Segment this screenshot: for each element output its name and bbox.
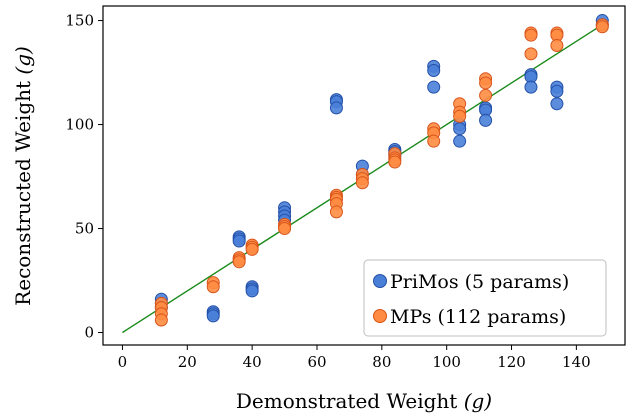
point-series-1-11 <box>245 242 259 256</box>
point-series-1-34 <box>479 76 493 90</box>
legend: PriMos (5 params) MPs (112 params) <box>363 259 607 337</box>
point-series-1-29 <box>427 134 441 148</box>
data-points-layer <box>154 14 609 327</box>
point-series-1-32 <box>453 109 467 123</box>
x-axis-title: Demonstrated Weight (g) <box>236 389 492 413</box>
point-series-1-14 <box>278 222 292 236</box>
point-series-1-37 <box>524 28 538 42</box>
point-series-1-38 <box>524 47 538 61</box>
y-tick-label-150: 150 <box>65 12 94 30</box>
legend-marker-primos <box>373 274 387 288</box>
point-series-1-19 <box>329 205 343 219</box>
legend-label-primos: PriMos (5 params) <box>390 271 569 293</box>
point-series-0-8 <box>232 234 246 248</box>
legend-label-mps: MPs (112 params) <box>390 306 566 328</box>
plot-frame <box>102 5 626 346</box>
legend-marker-mps <box>373 309 387 323</box>
point-series-0-36 <box>524 80 538 94</box>
point-series-1-8 <box>232 255 246 269</box>
point-series-0-30 <box>453 134 467 148</box>
point-series-0-29 <box>453 122 467 136</box>
y-tick-label-50: 50 <box>75 220 94 238</box>
x-tick-label-120: 120 <box>497 353 526 371</box>
point-series-1-22 <box>355 176 369 190</box>
point-series-1-35 <box>479 88 493 102</box>
point-series-1-41 <box>550 39 564 53</box>
point-series-0-5 <box>206 309 220 323</box>
point-series-1-26 <box>388 155 402 169</box>
point-series-1-5 <box>206 280 220 294</box>
point-series-0-11 <box>245 284 259 298</box>
x-tick-label-0: 0 <box>118 353 128 371</box>
y-axis-title: Reconstructed Weight (g) <box>11 46 35 306</box>
x-tick-label-40: 40 <box>243 353 262 371</box>
x-tick-label-100: 100 <box>432 353 461 371</box>
x-tick-label-20: 20 <box>178 353 197 371</box>
point-series-0-18 <box>329 101 343 115</box>
point-series-0-39 <box>550 97 564 111</box>
point-series-0-27 <box>427 80 441 94</box>
y-tick-label-0: 0 <box>84 324 94 342</box>
point-series-0-26 <box>427 63 441 77</box>
point-series-0-33 <box>479 113 493 127</box>
point-series-0-38 <box>550 84 564 98</box>
point-series-1-43 <box>595 20 609 34</box>
point-series-1-3 <box>154 313 168 327</box>
y-tick-label-100: 100 <box>65 116 94 134</box>
x-tick-label-140: 140 <box>562 353 591 371</box>
x-tick-label-60: 60 <box>307 353 326 371</box>
axis-ticks-layer: 0 20 40 60 80 100 120 140 0 50 100 150 <box>65 12 590 371</box>
legend-box <box>363 259 607 337</box>
x-tick-label-80: 80 <box>372 353 391 371</box>
